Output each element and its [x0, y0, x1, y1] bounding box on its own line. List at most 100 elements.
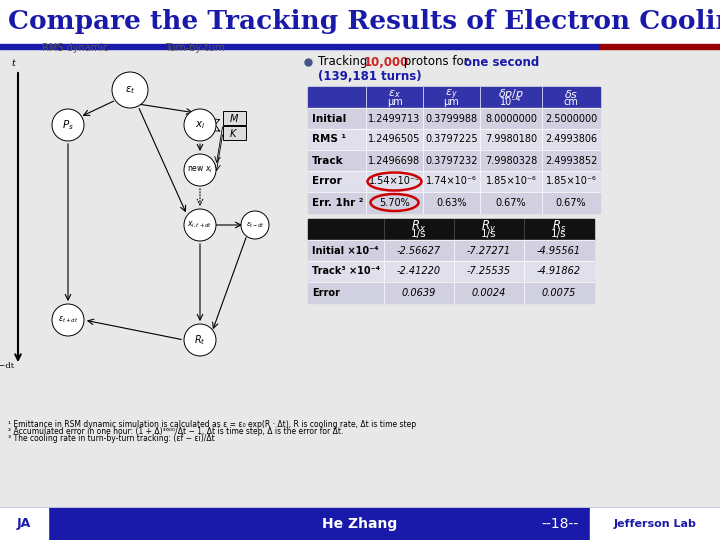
Text: ¹ Emittance in RSM dynamic simulation is calculated as ε = ε₀ exp(R · Δt), R is : ¹ Emittance in RSM dynamic simulation is…: [8, 420, 416, 429]
Circle shape: [52, 109, 84, 141]
Text: $x_{i,t+dt}$: $x_{i,t+dt}$: [187, 220, 212, 230]
Text: 8.0000000: 8.0000000: [485, 113, 537, 124]
Text: 7.9980328: 7.9980328: [485, 156, 537, 165]
Text: 1.2496698: 1.2496698: [369, 156, 420, 165]
Circle shape: [184, 209, 216, 241]
Text: --18--: --18--: [541, 517, 579, 531]
Text: Error: Error: [312, 177, 342, 186]
Bar: [600, 44, 720, 49]
FancyBboxPatch shape: [222, 111, 246, 125]
Text: $\delta s$: $\delta s$: [564, 89, 578, 100]
Circle shape: [184, 154, 216, 186]
Text: 2.4993852: 2.4993852: [545, 156, 597, 165]
Text: 1/s: 1/s: [411, 229, 427, 239]
Text: $\varepsilon_{t+dt}$: $\varepsilon_{t+dt}$: [58, 315, 78, 325]
Text: $R_x$: $R_x$: [411, 219, 426, 234]
Text: -2.56627: -2.56627: [397, 246, 441, 255]
Text: 0.63%: 0.63%: [436, 198, 467, 207]
Text: Compare the Tracking Results of Electron Cooling: Compare the Tracking Results of Electron…: [8, 10, 720, 35]
Text: -4.95561: -4.95561: [537, 246, 581, 255]
Text: $P_s$: $P_s$: [62, 118, 74, 132]
Circle shape: [112, 72, 148, 108]
Text: 2.5000000: 2.5000000: [545, 113, 597, 124]
Text: $\varepsilon_x$: $\varepsilon_x$: [388, 89, 401, 100]
Text: protons for: protons for: [400, 56, 472, 69]
Text: He Zhang: He Zhang: [323, 517, 397, 531]
Text: 0.3797225: 0.3797225: [426, 134, 478, 145]
Text: 10⁻⁴: 10⁻⁴: [500, 97, 521, 107]
Circle shape: [52, 304, 84, 336]
Text: $\varepsilon_y$: $\varepsilon_y$: [445, 87, 458, 102]
Text: 1/s: 1/s: [552, 229, 567, 239]
Bar: [308, 219, 594, 240]
Text: Turn-by-turn: Turn-by-turn: [165, 43, 225, 53]
Text: μm: μm: [444, 97, 459, 107]
Text: t: t: [11, 59, 15, 68]
Bar: [308, 87, 600, 108]
Text: JA: JA: [17, 517, 31, 530]
Text: ³ The cooling rate in turn-by-turn tracking: (εf − εi)/Δt: ³ The cooling rate in turn-by-turn track…: [8, 434, 215, 443]
FancyBboxPatch shape: [222, 126, 246, 140]
Bar: [0, 0, 720, 45]
Text: 0.0639: 0.0639: [402, 287, 436, 298]
Bar: [308, 261, 594, 282]
Text: μm: μm: [387, 97, 402, 107]
Bar: [0, 508, 720, 540]
Text: Tracking: Tracking: [318, 56, 371, 69]
Text: 1.74×10⁻⁶: 1.74×10⁻⁶: [426, 177, 477, 186]
Text: 5.70%: 5.70%: [379, 198, 410, 207]
Text: 1/s: 1/s: [481, 229, 497, 239]
Text: 0.0024: 0.0024: [472, 287, 506, 298]
Circle shape: [241, 211, 269, 239]
Text: RMS ¹: RMS ¹: [312, 134, 346, 145]
Text: Error: Error: [312, 287, 340, 298]
Text: -2.41220: -2.41220: [397, 267, 441, 276]
Text: Track: Track: [312, 156, 343, 165]
Bar: [0, 48, 720, 508]
Text: 1.85×10⁻⁶: 1.85×10⁻⁶: [485, 177, 536, 186]
Text: 1.2499713: 1.2499713: [369, 113, 420, 124]
Text: $\varepsilon_{t-dt}$: $\varepsilon_{t-dt}$: [246, 220, 264, 230]
Bar: [308, 150, 600, 171]
Text: $R_y$: $R_y$: [482, 218, 497, 235]
Bar: [0, 44, 600, 49]
Bar: [308, 108, 600, 129]
Text: -7.25535: -7.25535: [467, 267, 511, 276]
Text: $R_t$: $R_t$: [194, 333, 206, 347]
Text: Initial: Initial: [312, 113, 346, 124]
Text: cm: cm: [564, 97, 578, 107]
Text: 1.85×10⁻⁶: 1.85×10⁻⁶: [546, 177, 596, 186]
Text: 0.3797232: 0.3797232: [426, 156, 478, 165]
Text: Initial ×10⁻⁴: Initial ×10⁻⁴: [312, 246, 379, 255]
Text: 7.9980180: 7.9980180: [485, 134, 537, 145]
Text: one second: one second: [464, 56, 539, 69]
Text: 0.0075: 0.0075: [542, 287, 576, 298]
Text: 0.67%: 0.67%: [495, 198, 526, 207]
Circle shape: [184, 324, 216, 356]
Text: $R_s$: $R_s$: [552, 219, 566, 234]
Bar: [308, 240, 594, 261]
Text: Jefferson Lab: Jefferson Lab: [613, 519, 696, 529]
Text: 0.67%: 0.67%: [556, 198, 586, 207]
Text: $\varepsilon_t$: $\varepsilon_t$: [125, 84, 135, 96]
Text: $K$: $K$: [230, 127, 238, 139]
Text: $\mathrm{new}\ x_i$: $\mathrm{new}\ x_i$: [187, 165, 213, 176]
Text: 10,000: 10,000: [364, 56, 409, 69]
Text: 2.4993806: 2.4993806: [545, 134, 597, 145]
Bar: [308, 192, 600, 213]
Text: -4.91862: -4.91862: [537, 267, 581, 276]
Circle shape: [184, 109, 216, 141]
Bar: [308, 282, 594, 303]
Text: 0.3799988: 0.3799988: [426, 113, 477, 124]
Text: RMS dynamic: RMS dynamic: [42, 43, 108, 53]
Text: (139,181 turns): (139,181 turns): [318, 70, 422, 83]
Text: t−dt: t−dt: [0, 362, 15, 370]
Text: 1.2496505: 1.2496505: [369, 134, 420, 145]
Text: $\delta p/p$: $\delta p/p$: [498, 87, 524, 102]
Text: ² Accumulated error in one hour: (1 + Δ)³⁶⁰⁰/Δt − 1, Δt is time step, Δ is the e: ² Accumulated error in one hour: (1 + Δ)…: [8, 427, 343, 436]
Text: $M$: $M$: [229, 112, 239, 124]
Bar: [308, 129, 600, 150]
Bar: [308, 171, 600, 192]
Text: $x_i$: $x_i$: [195, 119, 205, 131]
Text: 1.54×10⁻⁵: 1.54×10⁻⁵: [369, 177, 420, 186]
